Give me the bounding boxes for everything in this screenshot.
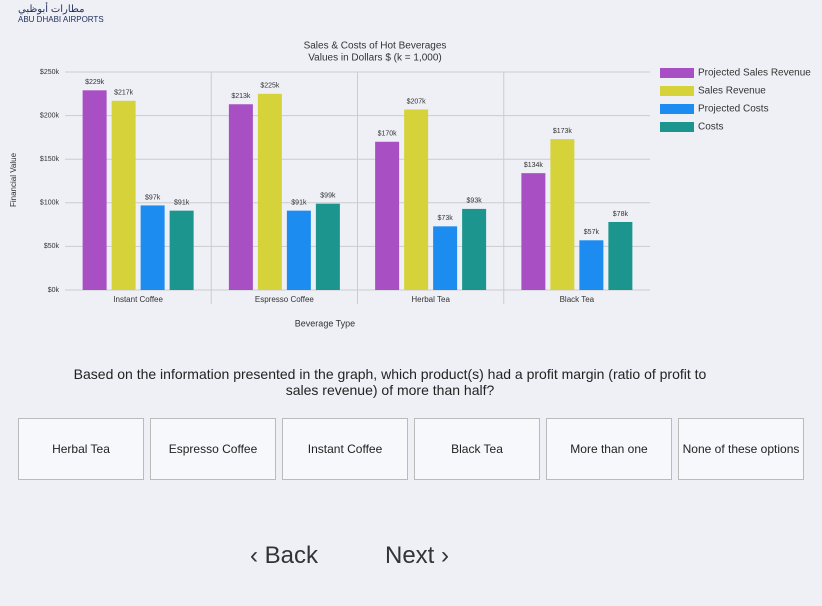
value-label: $93k [467, 198, 483, 205]
bar [404, 109, 429, 290]
legend-swatch [660, 104, 694, 114]
legend-label: Sales Revenue [698, 86, 766, 97]
value-label: $73k [438, 215, 454, 222]
value-label: $99k [320, 193, 336, 200]
y-tick-label: $0k [48, 287, 60, 294]
bar [462, 208, 487, 290]
bar [579, 240, 604, 290]
chart-title: Sales & Costs of Hot Beverages [304, 41, 447, 52]
y-tick-label: $250k [40, 69, 60, 76]
legend-label: Projected Costs [698, 104, 769, 115]
bar [257, 93, 282, 290]
bar [228, 104, 253, 290]
option[interactable]: Instant Coffee [282, 418, 408, 480]
bar [140, 205, 165, 290]
value-label: $217k [114, 90, 134, 97]
value-label: $207k [407, 98, 427, 105]
bar [111, 100, 136, 290]
value-label: $57k [584, 229, 600, 236]
logo-arabic: مطارات أبوظبي [18, 4, 85, 15]
value-label: $173k [553, 128, 573, 135]
option[interactable]: Herbal Tea [18, 418, 144, 480]
value-label: $78k [613, 211, 629, 218]
options: Herbal Tea Espresso Coffee Instant Coffe… [18, 418, 804, 480]
x-tick-label: Espresso Coffee [255, 295, 315, 304]
option[interactable]: None of these options [678, 418, 804, 480]
value-label: $91k [174, 199, 190, 206]
next-label: Next [385, 542, 435, 569]
legend-label: Projected Sales Revenue [698, 68, 811, 79]
option[interactable]: More than one [546, 418, 672, 480]
logo-english: ABU DHABI AIRPORTS [18, 15, 104, 24]
x-tick-label: Herbal Tea [411, 295, 450, 304]
bar [315, 203, 340, 290]
value-label: $229k [85, 79, 105, 86]
value-label: $91k [291, 199, 307, 206]
bar [550, 139, 575, 290]
bar [521, 173, 546, 290]
bar [375, 141, 400, 290]
x-tick-label: Black Tea [560, 295, 595, 304]
question: Based on the information presented in th… [73, 366, 707, 398]
value-label: $97k [145, 194, 161, 201]
legend-swatch [660, 86, 694, 96]
y-tick-label: $150k [40, 156, 60, 163]
x-axis-label: Beverage Type [295, 318, 355, 328]
logo: مطارات أبوظبي ABU DHABI AIRPORTS [18, 4, 104, 24]
y-tick-label: $50k [44, 243, 60, 250]
y-axis-label: Financial Value [9, 152, 18, 207]
back-label: Back [264, 542, 319, 569]
next-button[interactable]: Next › [385, 542, 450, 569]
chart-subtitle: Values in Dollars $ (k = 1,000) [308, 53, 442, 64]
chart: Sales & Costs of Hot Beverages Values in… [9, 41, 811, 329]
option[interactable]: Black Tea [414, 418, 540, 480]
value-label: $225k [260, 83, 280, 90]
back-button[interactable]: ‹ Back [250, 542, 319, 569]
option[interactable]: Espresso Coffee [150, 418, 276, 480]
value-label: $170k [378, 131, 398, 138]
legend-swatch [660, 68, 694, 78]
legend-label: Costs [698, 122, 724, 133]
y-tick-label: $100k [40, 200, 60, 207]
value-label: $213k [231, 93, 251, 100]
x-tick-label: Instant Coffee [113, 295, 163, 304]
bar [169, 210, 194, 290]
bar [433, 226, 458, 290]
legend-swatch [660, 122, 694, 132]
value-label: $134k [524, 162, 544, 169]
y-tick-label: $200k [40, 112, 60, 119]
bar [286, 210, 311, 290]
bar [608, 221, 633, 290]
bar [82, 90, 107, 290]
